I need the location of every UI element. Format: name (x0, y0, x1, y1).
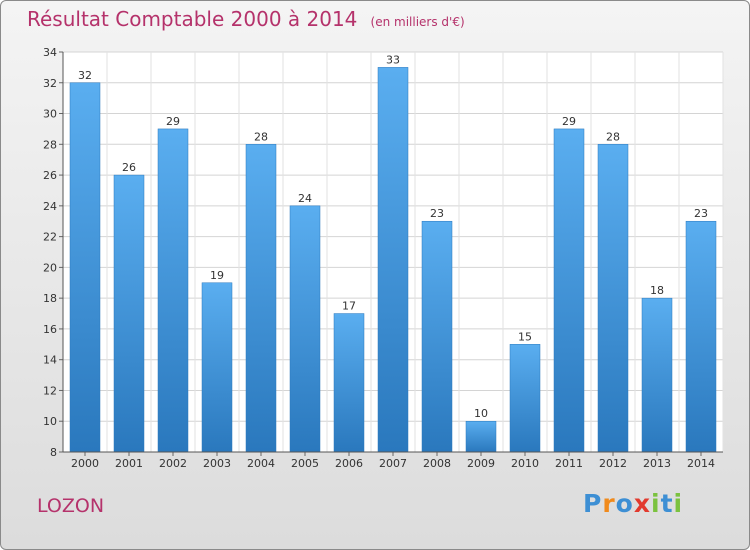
bar (201, 282, 233, 453)
x-tick-label: 2006 (335, 457, 363, 470)
bar (553, 128, 585, 453)
y-tick-label: 22 (43, 231, 57, 244)
y-tick-label: 18 (43, 292, 57, 305)
y-tick-label: 26 (43, 169, 57, 182)
bar (465, 420, 497, 453)
x-tick-label: 2010 (511, 457, 539, 470)
x-tick-label: 2011 (555, 457, 583, 470)
x-tick-label: 2009 (467, 457, 495, 470)
y-tick-label: 30 (43, 108, 57, 121)
bar (377, 67, 409, 453)
chart-title: Résultat Comptable 2000 à 2014 (en milli… (27, 7, 465, 31)
x-tick-label: 2000 (71, 457, 99, 470)
bar-value-label: 33 (386, 53, 400, 66)
chart-title-text: Résultat Comptable 2000 à 2014 (27, 7, 358, 31)
x-tick-label: 2002 (159, 457, 187, 470)
y-tick-label: 14 (43, 354, 57, 367)
bar (289, 205, 321, 453)
bar (69, 82, 101, 453)
bar-value-label: 29 (562, 115, 576, 128)
x-tick-label: 2007 (379, 457, 407, 470)
y-tick-label: 28 (43, 138, 57, 151)
y-tick-label: 10 (43, 415, 57, 428)
logo-letter: r (602, 489, 616, 518)
bar-value-label: 26 (122, 161, 136, 174)
logo-letter: o (615, 489, 634, 518)
bar-value-label: 23 (694, 207, 708, 220)
bar (509, 344, 541, 453)
y-tick-label: 34 (43, 46, 57, 59)
logo-letter: i (673, 489, 684, 518)
y-tick-label: 16 (43, 323, 57, 336)
bar-value-label: 18 (650, 284, 664, 297)
bar-value-label: 10 (474, 407, 488, 420)
bar-value-label: 15 (518, 330, 532, 343)
y-tick-label: 24 (43, 200, 57, 213)
y-tick-label: 12 (43, 384, 57, 397)
x-tick-label: 2003 (203, 457, 231, 470)
bar (685, 220, 717, 453)
x-tick-label: 2013 (643, 457, 671, 470)
commune-name: LOZON (37, 495, 105, 517)
bar (245, 144, 277, 453)
logo-letter: i (651, 489, 661, 518)
y-tick-label: 32 (43, 77, 57, 90)
bar (421, 220, 453, 453)
bar-value-label: 17 (342, 300, 356, 313)
x-tick-label: 2001 (115, 457, 143, 470)
bar (333, 313, 365, 453)
y-tick-label: 20 (43, 261, 57, 274)
y-tick-label: 8 (50, 446, 57, 459)
bar-value-label: 29 (166, 115, 180, 128)
x-tick-label: 2004 (247, 457, 275, 470)
logo-letter: x (633, 489, 651, 518)
bar-value-label: 32 (78, 69, 92, 82)
bar-value-label: 28 (606, 130, 620, 143)
bar (157, 128, 189, 453)
bar-value-label: 24 (298, 192, 312, 205)
bar-value-label: 19 (210, 269, 224, 282)
proxiti-logo: Proxiti (583, 489, 683, 518)
bar-value-label: 23 (430, 207, 444, 220)
x-tick-label: 2005 (291, 457, 319, 470)
logo-letter: t (660, 489, 674, 518)
x-tick-label: 2012 (599, 457, 627, 470)
bar (641, 297, 673, 453)
bar-value-label: 28 (254, 130, 268, 143)
chart-unit-note: (en milliers d'€) (370, 15, 465, 29)
logo-letter: P (583, 489, 603, 518)
x-tick-label: 2008 (423, 457, 451, 470)
bar (113, 174, 145, 453)
x-tick-label: 2014 (687, 457, 715, 470)
bar (597, 144, 629, 453)
